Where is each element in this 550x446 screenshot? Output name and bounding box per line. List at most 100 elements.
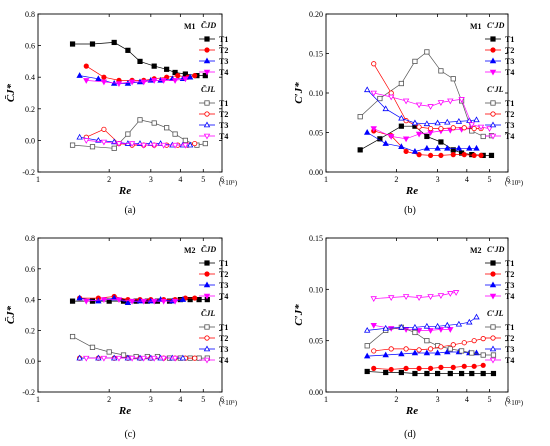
series-line-jl-t3	[366, 89, 477, 125]
series-line-jl-t3	[367, 316, 477, 331]
data-point	[468, 122, 475, 129]
legend-entry: T1	[505, 35, 514, 44]
legend-entry: T2	[219, 110, 228, 119]
legend-marker	[490, 100, 496, 106]
legend-entry: T2	[505, 334, 514, 343]
data-point	[398, 143, 405, 149]
data-point	[459, 348, 465, 354]
data-point	[182, 142, 189, 149]
data-point	[192, 295, 198, 301]
data-point	[471, 152, 477, 159]
data-point	[124, 299, 132, 305]
x-tick-label: 3	[436, 395, 440, 404]
legend-marker	[204, 324, 210, 330]
data-point	[175, 73, 181, 79]
data-point	[140, 79, 147, 86]
data-point	[412, 58, 418, 65]
data-point	[150, 355, 158, 362]
data-point	[444, 348, 451, 355]
legend-marker	[203, 281, 211, 288]
data-point	[387, 134, 395, 140]
data-point	[416, 347, 422, 353]
data-point	[382, 140, 389, 146]
data-point	[423, 349, 431, 356]
data-point	[452, 290, 460, 296]
y-tick-label: -0.2	[22, 388, 35, 397]
data-point	[434, 370, 441, 377]
data-point	[438, 125, 444, 132]
chart-panel-1: -0.2 0.0 0.2 0.4 0.6 0.8 1 2 3 4 5 6 Re (×10⁵) C̄J* (a)…	[5, 10, 238, 216]
data-point	[490, 352, 497, 358]
legend-marker	[204, 111, 210, 117]
data-point	[76, 133, 83, 140]
data-point	[160, 78, 167, 84]
y-tick-label: 0.10	[309, 285, 323, 294]
plot-frame	[37, 237, 223, 393]
x-tick-label: 2	[394, 175, 398, 184]
series-layer	[357, 49, 495, 159]
x-axis-unit: (×10⁵)	[505, 179, 524, 187]
x-tick-label: 6	[220, 395, 224, 404]
legend-marker	[204, 36, 210, 42]
y-tick-label: 0.00	[309, 168, 323, 177]
data-point	[95, 297, 102, 304]
legend-entry: T1	[505, 99, 514, 108]
data-point	[164, 66, 170, 72]
data-point	[403, 148, 409, 155]
y-tick-label: 0.2	[25, 326, 35, 335]
data-point	[424, 370, 430, 377]
data-point	[438, 364, 444, 370]
x-tick-label: 4	[178, 395, 182, 404]
legend-entry: T2	[219, 270, 228, 279]
data-point	[69, 333, 76, 340]
data-point	[371, 365, 377, 371]
data-point	[357, 114, 363, 120]
data-point	[427, 365, 434, 371]
data-point	[101, 74, 107, 80]
data-point	[160, 298, 167, 305]
legend-entry: T2	[505, 110, 514, 119]
data-point	[128, 298, 136, 305]
x-tick-label: 5	[487, 395, 491, 404]
y-tick-label: 0.05	[309, 129, 323, 138]
data-point	[95, 75, 102, 82]
x-axis-title: Re	[118, 405, 131, 417]
data-point	[437, 327, 445, 333]
data-point	[471, 125, 477, 132]
data-point	[438, 152, 444, 159]
data-point	[427, 125, 434, 132]
data-point	[411, 349, 419, 356]
x-tick-label: 6	[506, 175, 510, 184]
legend-entry: T2	[505, 46, 514, 55]
data-point	[388, 346, 394, 352]
legend-heading: C̄JL	[201, 85, 215, 94]
data-point	[466, 318, 473, 325]
legend-marker	[203, 69, 211, 76]
data-point	[459, 370, 465, 377]
model-label: M1	[184, 22, 196, 31]
data-point	[370, 296, 377, 303]
data-point	[423, 144, 431, 151]
legend-entry: T4	[505, 68, 514, 77]
legend-entry: T4	[505, 356, 514, 365]
data-point	[115, 355, 123, 362]
data-point	[461, 340, 467, 346]
x-tick-label: 2	[107, 175, 111, 184]
data-point	[437, 293, 445, 299]
y-tick-label: 0.20	[309, 10, 323, 19]
data-point	[370, 126, 377, 133]
data-point	[89, 298, 96, 304]
legend-entry: T2	[219, 46, 228, 55]
data-point	[140, 142, 147, 149]
data-point	[398, 350, 405, 357]
data-point	[447, 370, 453, 377]
model-label: M2	[470, 246, 482, 255]
data-point	[455, 144, 463, 151]
series-line-jd-t2	[373, 130, 481, 156]
data-point	[447, 346, 453, 352]
y-tick-label: 0.0	[25, 136, 35, 145]
data-point	[455, 320, 463, 327]
series-layer	[363, 290, 497, 377]
legend-marker	[203, 357, 211, 364]
data-point	[363, 129, 371, 135]
